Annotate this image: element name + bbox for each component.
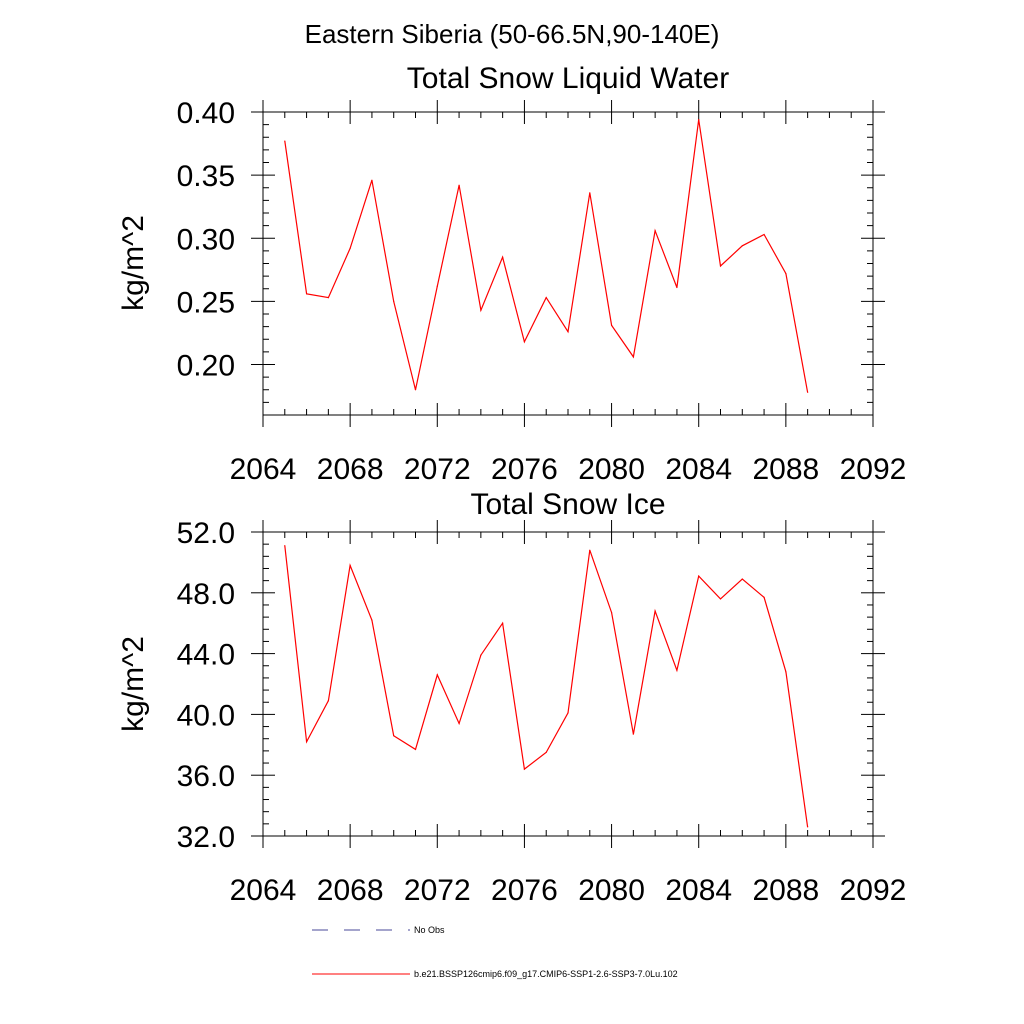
legend-label-obs: No Obs: [414, 925, 445, 935]
data-point: [785, 671, 787, 673]
y-tick-label: 52.0: [177, 517, 235, 550]
x-tick-label: 2064: [230, 453, 297, 486]
data-point: [436, 674, 438, 676]
data-point: [305, 293, 308, 295]
data-point: [763, 233, 765, 236]
y-tick-label: 44.0: [177, 639, 235, 672]
data-point: [719, 265, 722, 267]
panel-title: Total Snow Liquid Water: [407, 62, 729, 95]
data-point: [458, 184, 460, 186]
x-tick-label: 2080: [578, 874, 645, 907]
series-line: [284, 119, 809, 393]
data-point: [458, 722, 460, 725]
y-tick-label: 48.0: [177, 578, 235, 611]
x-tick-label: 2088: [752, 874, 819, 907]
x-tick-label: 2084: [665, 874, 732, 907]
data-point: [393, 735, 395, 737]
data-point: [741, 245, 743, 247]
data-point: [523, 768, 526, 770]
legend: No Obs b.e21.BSSP126cmip6.f09_g17.CMIP6-…: [312, 925, 678, 979]
data-point: [480, 654, 482, 656]
panel-title: Total Snow Ice: [470, 488, 665, 521]
x-tick-label: 2092: [840, 874, 907, 907]
y-tick-label: 0.20: [177, 350, 235, 383]
series-line: [284, 545, 809, 827]
data-point: [567, 331, 569, 333]
x-tick-label: 2080: [578, 453, 645, 486]
data-point: [698, 575, 700, 577]
data-point: [698, 118, 700, 121]
data-point: [807, 826, 809, 828]
data-point: [327, 700, 329, 702]
y-axis-label: kg/m^2: [117, 636, 150, 732]
data-point: [610, 611, 613, 614]
data-point: [414, 748, 417, 750]
x-tick-label: 2072: [404, 453, 471, 486]
data-point: [349, 247, 351, 249]
y-tick-label: 0.35: [177, 160, 235, 193]
y-axis-label: kg/m^2: [117, 215, 150, 311]
x-tick-label: 2084: [665, 453, 732, 486]
data-point: [502, 256, 504, 258]
x-tick-label: 2072: [404, 874, 471, 907]
data-point: [567, 712, 569, 714]
data-point: [807, 391, 809, 393]
plot-frame: [262, 111, 874, 416]
data-point: [632, 733, 634, 735]
data-point: [523, 341, 526, 343]
y-tick-label: 0.40: [177, 97, 235, 130]
x-tick-label: 2076: [491, 874, 558, 907]
panel-total-snow-ice: Total Snow Ice kg/m^2 2064 2068 2072 2076 20…: [117, 488, 906, 907]
y-tick-label: 32.0: [177, 821, 235, 854]
suptitle: Eastern Siberia (50-66.5N,90-140E): [305, 19, 720, 49]
y-tick-label: 40.0: [177, 699, 235, 732]
data-point: [763, 596, 765, 598]
data-point: [654, 230, 656, 232]
data-point: [305, 741, 308, 743]
data-point: [371, 179, 373, 181]
data-point: [371, 619, 373, 621]
data-point: [545, 296, 547, 299]
data-point: [676, 286, 678, 289]
data-point: [785, 273, 787, 275]
data-point: [654, 610, 656, 612]
x-tick-label: 2068: [317, 453, 384, 486]
x-tick-label: 2092: [840, 453, 907, 486]
data-point: [502, 622, 504, 624]
data-point: [284, 545, 286, 547]
data-point: [610, 324, 613, 326]
legend-label-model: b.e21.BSSP126cmip6.f09_g17.CMIP6-SSP1-2.…: [414, 969, 678, 979]
data-point: [589, 549, 591, 551]
data-point: [676, 669, 678, 671]
data-point: [327, 296, 329, 299]
x-tick-label: 2088: [752, 453, 819, 486]
x-tick-label: 2064: [230, 874, 297, 907]
data-point: [284, 140, 286, 142]
data-point: [589, 192, 591, 194]
data-point: [632, 356, 634, 358]
data-point: [436, 285, 438, 287]
y-tick-label: 36.0: [177, 760, 235, 793]
data-point: [719, 598, 722, 600]
data-point: [480, 309, 482, 311]
x-tick-label: 2068: [317, 874, 384, 907]
y-tick-label: 0.30: [177, 223, 235, 256]
data-point: [741, 578, 743, 580]
data-point: [393, 300, 395, 302]
data-point: [545, 751, 547, 754]
panel-total-snow-liquid-water: Total Snow Liquid Water kg/m^2 2064 2068 2…: [117, 62, 906, 486]
y-tick-label: 0.25: [177, 286, 235, 319]
x-tick-label: 2076: [491, 453, 558, 486]
data-point: [414, 389, 417, 391]
data-point: [349, 564, 351, 567]
